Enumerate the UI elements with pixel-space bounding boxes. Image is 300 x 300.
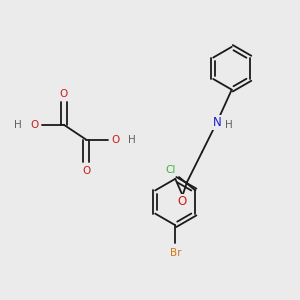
Text: O: O [112,135,120,145]
Text: H: H [14,120,22,130]
Text: H: H [226,120,233,130]
Text: Br: Br [169,248,181,257]
Text: N: N [212,116,221,129]
Text: O: O [177,195,186,208]
Text: O: O [30,120,38,130]
Text: H: H [128,135,136,145]
Text: O: O [82,166,90,176]
Text: O: O [60,88,68,98]
Text: Cl: Cl [166,165,176,175]
